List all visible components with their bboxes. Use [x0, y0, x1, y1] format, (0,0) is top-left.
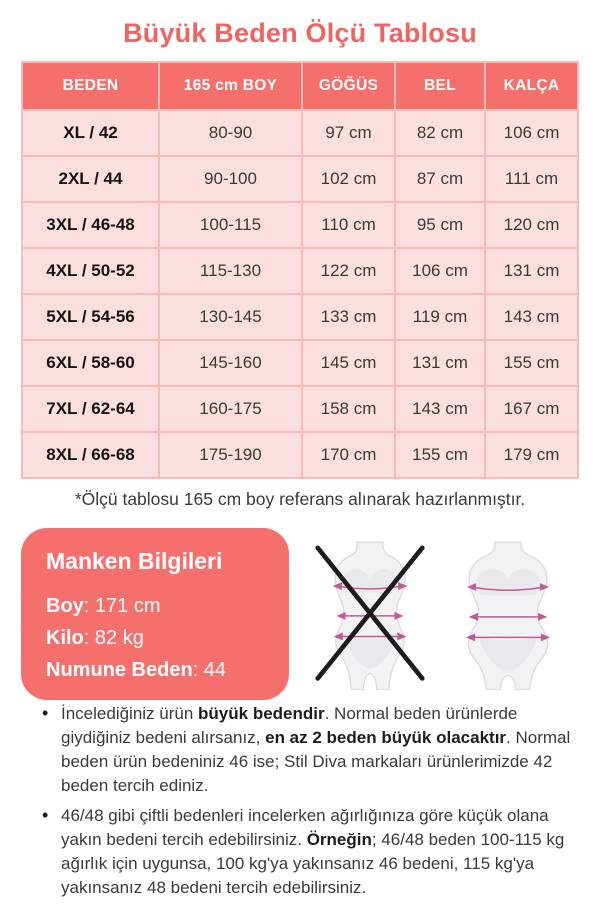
cell-size: 5XL / 54-56	[21, 293, 160, 341]
cell-bust: 110 cm	[301, 201, 396, 249]
figure-illustrations	[314, 540, 564, 690]
cell-bust: 133 cm	[301, 293, 396, 341]
cell-waist: 143 cm	[394, 385, 486, 433]
cell-hip: 120 cm	[484, 201, 579, 249]
mannequin-section: Manken Bilgileri Boy: 171 cm Kilo: 82 kg…	[21, 528, 600, 700]
cell-bust: 145 cm	[301, 339, 396, 387]
cell-size: 2XL / 44	[21, 155, 160, 203]
mannequin-sample-size: Numune Beden: 44	[46, 659, 227, 681]
sizing-notes: İncelediğiniz ürün büyük bedendir. Norma…	[40, 701, 572, 900]
mannequin-height: Boy: 171 cm	[46, 595, 161, 617]
table-header-row: BEDEN 165 cm BOY GÖĞÜS BEL KALÇA	[21, 61, 579, 111]
cell-weight: 90-100	[158, 155, 303, 203]
size-table: BEDEN 165 cm BOY GÖĞÜS BEL KALÇA XL / 42…	[21, 61, 579, 479]
table-footnote: *Ölçü tablosu 165 cm boy referans alınar…	[74, 489, 526, 509]
cell-waist: 119 cm	[394, 293, 486, 341]
cell-size: 7XL / 62-64	[21, 385, 160, 433]
cell-size: 6XL / 58-60	[21, 339, 160, 387]
cell-bust: 158 cm	[301, 385, 396, 433]
col-header-bel: BEL	[394, 61, 486, 111]
cell-waist: 82 cm	[394, 109, 486, 157]
col-header-gogus: GÖĞÜS	[301, 61, 396, 111]
cell-size: XL / 42	[21, 109, 160, 157]
cell-size: 4XL / 50-52	[21, 247, 160, 295]
cell-waist: 131 cm	[394, 339, 486, 387]
cell-waist: 106 cm	[394, 247, 486, 295]
page-title: Büyük Beden Ölçü Tablosu	[123, 18, 477, 48]
note-item: 46/48 gibi çiftli bedenleri incelerken a…	[40, 803, 572, 900]
cell-waist: 155 cm	[394, 431, 486, 479]
plus-body-measured-icon	[465, 541, 551, 690]
cell-hip: 179 cm	[484, 431, 579, 479]
cell-weight: 130-145	[158, 293, 303, 341]
cell-weight: 175-190	[158, 431, 303, 479]
cell-weight: 100-115	[158, 201, 303, 249]
size-chart-page: Büyük Beden Ölçü Tablosu BEDEN 165 cm BO…	[0, 18, 600, 918]
mannequin-weight: Kilo: 82 kg	[46, 627, 144, 649]
table-row: 7XL / 62-64 160-175 158 cm 143 cm 167 cm	[21, 385, 579, 433]
table-row: 2XL / 44 90-100 102 cm 87 cm 111 cm	[21, 155, 579, 203]
cell-hip: 167 cm	[484, 385, 579, 433]
cell-hip: 106 cm	[484, 109, 579, 157]
cell-size: 3XL / 46-48	[21, 201, 160, 249]
cell-size: 8XL / 66-68	[21, 431, 160, 479]
cell-weight: 145-160	[158, 339, 303, 387]
table-row: 4XL / 50-52 115-130 122 cm 106 cm 131 cm	[21, 247, 579, 295]
cell-hip: 111 cm	[484, 155, 579, 203]
cell-bust: 122 cm	[301, 247, 396, 295]
cell-bust: 102 cm	[301, 155, 396, 203]
cell-bust: 170 cm	[301, 431, 396, 479]
mannequin-card-title: Manken Bilgileri	[46, 548, 223, 574]
col-header-kalca: KALÇA	[484, 61, 579, 111]
slim-body-crossed-icon	[315, 541, 425, 690]
mannequin-info-card: Manken Bilgileri Boy: 171 cm Kilo: 82 kg…	[21, 528, 289, 700]
cell-hip: 155 cm	[484, 339, 579, 387]
cell-weight: 80-90	[158, 109, 303, 157]
note-item: İncelediğiniz ürün büyük bedendir. Norma…	[40, 701, 572, 798]
cell-hip: 131 cm	[484, 247, 579, 295]
table-row: 8XL / 66-68 175-190 170 cm 155 cm 179 cm	[21, 431, 579, 479]
cell-waist: 87 cm	[394, 155, 486, 203]
cell-waist: 95 cm	[394, 201, 486, 249]
table-row: XL / 42 80-90 97 cm 82 cm 106 cm	[21, 109, 579, 157]
col-header-beden: BEDEN	[21, 61, 160, 111]
cell-hip: 143 cm	[484, 293, 579, 341]
table-row: 6XL / 58-60 145-160 145 cm 131 cm 155 cm	[21, 339, 579, 387]
cell-weight: 115-130	[158, 247, 303, 295]
table-row: 5XL / 54-56 130-145 133 cm 119 cm 143 cm	[21, 293, 579, 341]
col-header-boy: 165 cm BOY	[158, 61, 303, 111]
cell-weight: 160-175	[158, 385, 303, 433]
table-row: 3XL / 46-48 100-115 110 cm 95 cm 120 cm	[21, 201, 579, 249]
cell-bust: 97 cm	[301, 109, 396, 157]
